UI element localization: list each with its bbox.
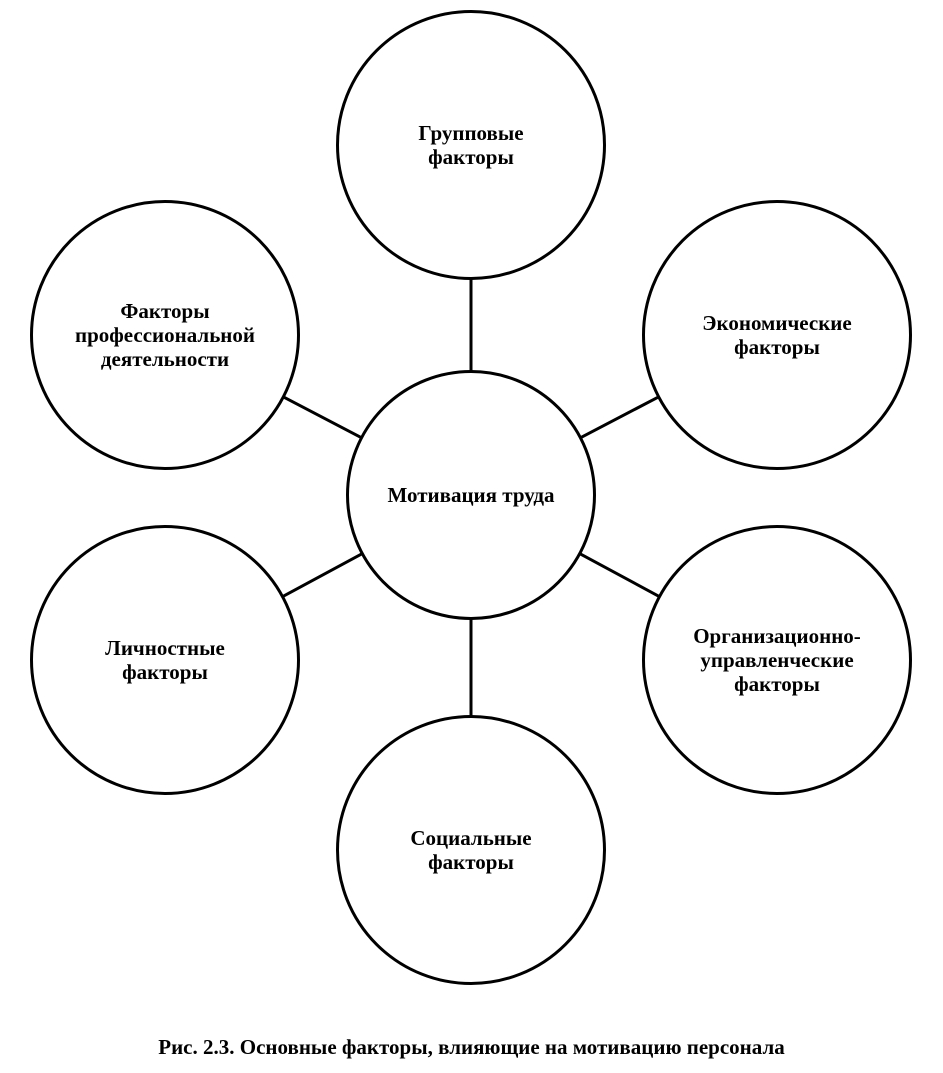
outer-node-lower-right: Организационно- управленческие факторы: [642, 525, 912, 795]
outer-node-lower-left-label: Личностные факторы: [33, 636, 297, 684]
diagram-stage: Мотивация труда Групповые факторы Экономич…: [0, 0, 943, 1073]
outer-node-bottom: Социальные факторы: [336, 715, 606, 985]
center-node-label: Мотивация труда: [349, 483, 593, 507]
outer-node-bottom-label: Социальные факторы: [339, 826, 603, 874]
outer-node-lower-right-label: Организационно- управленческие факторы: [645, 624, 909, 696]
connector-lower-left: [284, 554, 361, 596]
figure-caption-text: Рис. 2.3. Основные факторы, влияющие на …: [158, 1035, 784, 1059]
outer-node-upper-right-label: Экономические факторы: [645, 311, 909, 359]
connector-upper-left: [285, 398, 361, 438]
outer-node-upper-left: Факторы профессиональной деятельности: [30, 200, 300, 470]
figure-caption: Рис. 2.3. Основные факторы, влияющие на …: [0, 1035, 943, 1060]
outer-node-upper-right: Экономические факторы: [642, 200, 912, 470]
connector-upper-right: [582, 398, 658, 438]
outer-node-lower-left: Личностные факторы: [30, 525, 300, 795]
center-node: Мотивация труда: [346, 370, 596, 620]
connector-lower-right: [581, 554, 658, 596]
outer-node-top: Групповые факторы: [336, 10, 606, 280]
outer-node-top-label: Групповые факторы: [339, 121, 603, 169]
outer-node-upper-left-label: Факторы профессиональной деятельности: [33, 299, 297, 371]
